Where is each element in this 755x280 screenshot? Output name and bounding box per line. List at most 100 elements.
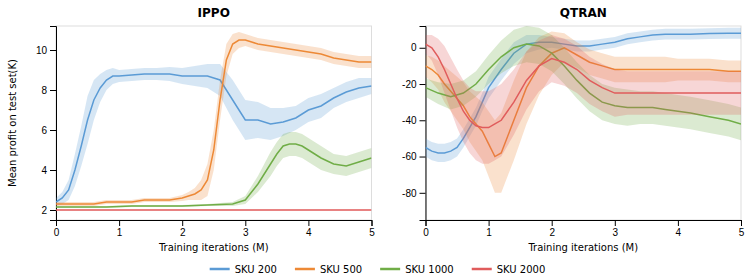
- legend-item: SKU 1000: [380, 264, 454, 275]
- tick-mark: [420, 120, 426, 121]
- tick-mark: [420, 84, 426, 85]
- tick-label: 6: [41, 125, 47, 136]
- tick-mark: [245, 220, 246, 226]
- tick-mark: [552, 220, 553, 226]
- tick-label: 1: [486, 227, 492, 238]
- axis-line: [426, 221, 742, 227]
- mean-line: [56, 40, 372, 204]
- mean-line: [56, 209, 372, 211]
- mean-line: [426, 44, 742, 127]
- tick-mark: [50, 210, 56, 211]
- tick-label: 1: [117, 227, 123, 238]
- tick-mark: [372, 220, 373, 226]
- tick: 10: [36, 45, 56, 56]
- mean-line: [56, 144, 372, 207]
- std-band: [426, 31, 742, 192]
- tick-mark: [741, 220, 742, 226]
- legend-label: SKU 200: [235, 264, 277, 275]
- tick-mark: [50, 50, 56, 51]
- tick-mark: [420, 157, 426, 158]
- panel: 0 1 2 3 4 5 2 4 6 8 10: [36, 26, 375, 238]
- std-band: [56, 209, 372, 210]
- axis-line: [57, 221, 373, 227]
- tick-label: 5: [739, 227, 745, 238]
- tick-mark: [50, 90, 56, 91]
- tick: 5: [369, 220, 375, 238]
- tick-label: 2: [180, 227, 186, 238]
- legend-item: SKU 500: [295, 264, 362, 275]
- tick: -60: [402, 151, 425, 162]
- legend-swatch: [210, 268, 230, 271]
- plot-frame: [56, 26, 372, 220]
- tick-mark: [678, 220, 679, 226]
- tick: 4: [676, 220, 682, 238]
- y-axis: 2 4 6 8 10: [36, 27, 57, 221]
- legend-swatch: [380, 268, 400, 271]
- tick-label: 5: [369, 227, 375, 238]
- tick: 2: [180, 220, 186, 238]
- tick: 1: [117, 220, 123, 238]
- tick-mark: [182, 220, 183, 226]
- tick: 4: [41, 165, 56, 176]
- plot-area: [426, 26, 742, 193]
- x-axis-title: Training iterations (M): [158, 242, 269, 253]
- std-band: [426, 35, 742, 164]
- tick-label: 8: [41, 85, 47, 96]
- tick-label: 4: [676, 227, 682, 238]
- legend-swatch: [295, 268, 315, 271]
- tick-label: 4: [306, 227, 312, 238]
- tick: 6: [41, 125, 56, 136]
- tick: 0: [411, 42, 426, 53]
- legend: SKU 200 SKU 500 SKU 1000 SKU 2000: [210, 264, 546, 275]
- tick-label: 3: [613, 227, 619, 238]
- legend-item: SKU 2000: [472, 264, 546, 275]
- y-axis-title: Mean profit on test set(K): [7, 59, 18, 187]
- tick-label: -20: [402, 79, 417, 90]
- tick-label: -40: [402, 115, 417, 126]
- tick-label: 2: [41, 205, 47, 216]
- axis-line: [50, 27, 57, 221]
- tick-mark: [50, 130, 56, 131]
- tick-label: 3: [243, 227, 249, 238]
- tick-mark: [420, 193, 426, 194]
- tick: 4: [306, 220, 312, 238]
- legend-swatch: [472, 268, 492, 271]
- tick: 5: [739, 220, 745, 238]
- y-axis: -80 -60 -40 -20 0: [402, 27, 426, 221]
- std-band: [56, 132, 372, 208]
- tick: 2: [41, 205, 56, 216]
- plot-frame: [426, 26, 742, 220]
- tick-mark: [420, 48, 426, 49]
- tick-label: 0: [54, 227, 60, 238]
- chart: 012345246810IPPOTraining iterations (M)M…: [0, 0, 755, 280]
- legend-label: SKU 2000: [497, 264, 546, 275]
- axis-line: [420, 27, 427, 221]
- tick-label: 4: [41, 165, 47, 176]
- title: QTRAN: [560, 6, 607, 20]
- std-band: [56, 32, 372, 206]
- tick-label: 0: [423, 227, 429, 238]
- tick-mark: [119, 220, 120, 226]
- tick-label: -60: [402, 151, 417, 162]
- tick: 2: [549, 220, 555, 238]
- tick: -20: [402, 79, 425, 90]
- legend-label: SKU 1000: [405, 264, 454, 275]
- tick-mark: [50, 170, 56, 171]
- tick: -80: [402, 188, 425, 199]
- legend-item: SKU 200: [210, 264, 277, 275]
- tick-label: 0: [411, 42, 417, 53]
- x-axis: 0 1 2 3 4 5: [54, 220, 376, 238]
- tick: 8: [41, 85, 56, 96]
- x-axis: 0 1 2 3 4 5: [423, 220, 745, 238]
- legend-label: SKU 500: [320, 264, 362, 275]
- x-axis-title: Training iterations (M): [527, 242, 638, 253]
- tick: 0: [54, 220, 60, 238]
- tick-mark: [615, 220, 616, 226]
- title: IPPO: [198, 6, 230, 20]
- tick-mark: [308, 220, 309, 226]
- tick: -40: [402, 115, 425, 126]
- tick-label: -80: [402, 188, 417, 199]
- panel: 0 1 2 3 4 5 -80 -60 -40 -20 0: [402, 26, 745, 238]
- tick-label: 10: [36, 45, 48, 56]
- plot-area: [56, 32, 372, 210]
